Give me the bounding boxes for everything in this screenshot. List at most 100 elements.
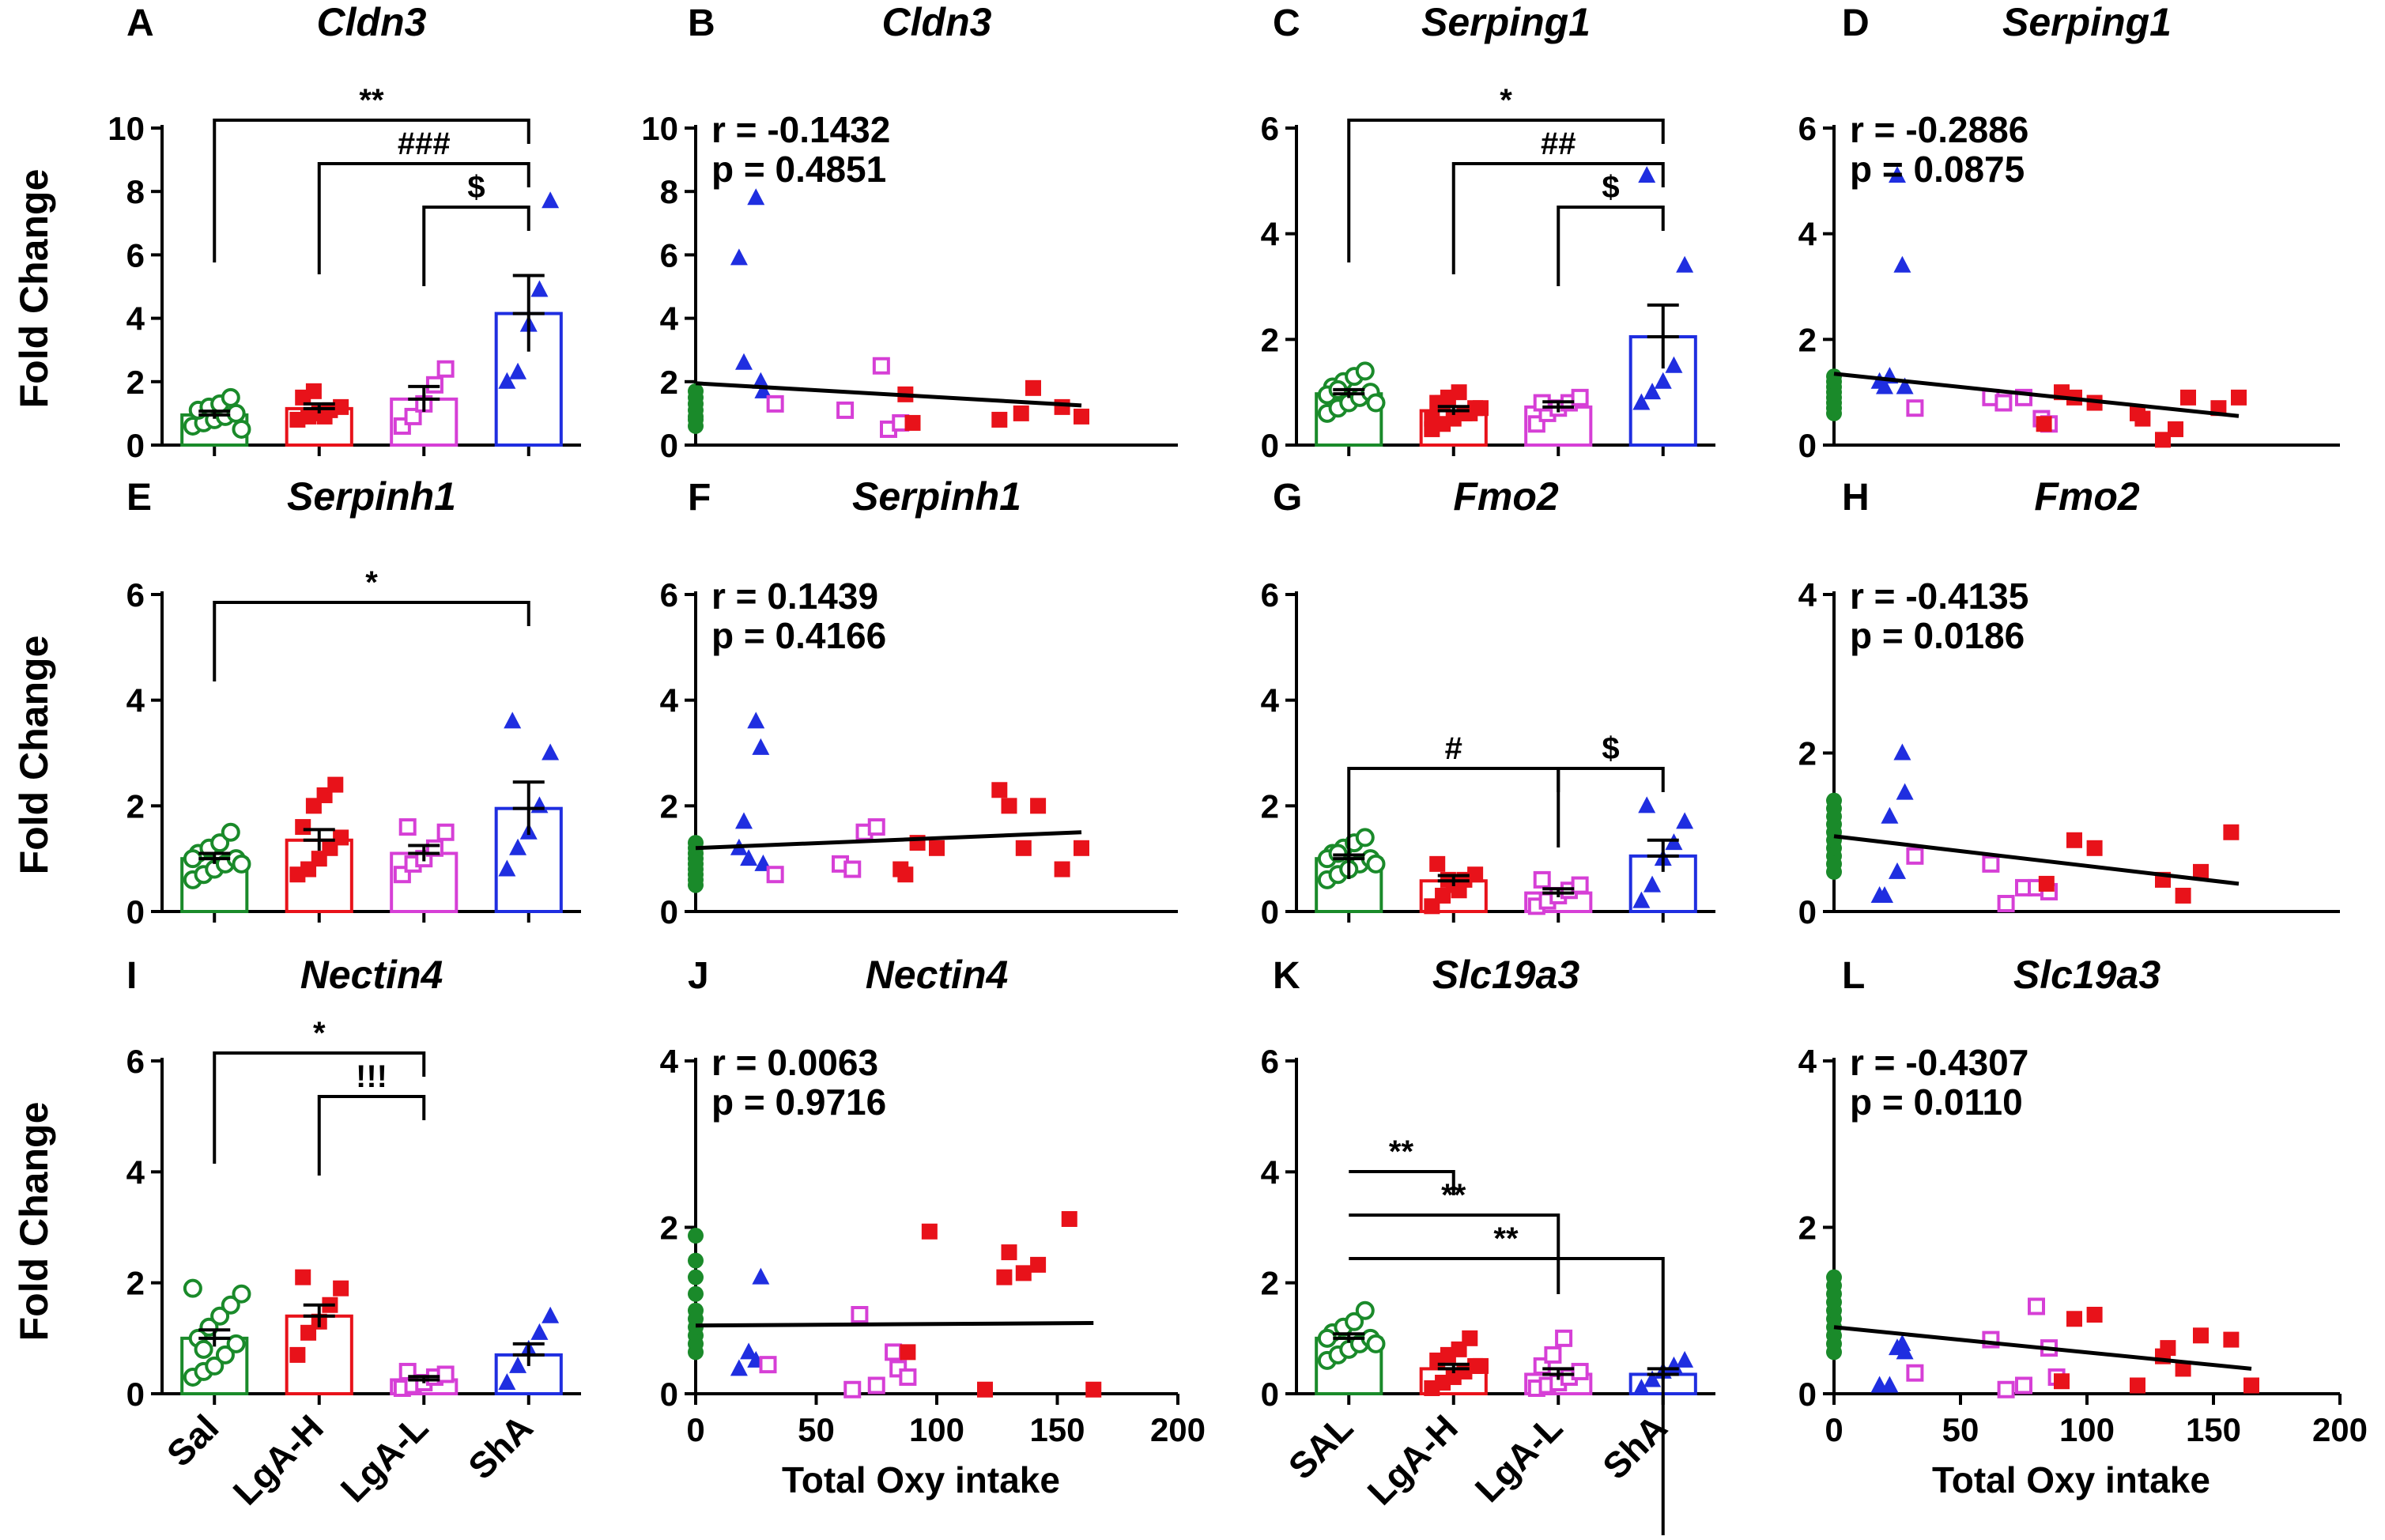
data-point-1 [1881,1376,1899,1393]
data-point-3 [747,711,765,729]
y-tick-label: 6 [1261,1043,1279,1080]
data-point-2 [977,1381,993,1398]
data-point-2 [2086,1307,2103,1323]
regression-line [695,381,1082,408]
significance-label: $ [467,170,485,205]
series-ShA [1870,166,1914,394]
data-point-8 [1085,1381,1102,1398]
data-point-3 [530,280,549,297]
significance-bracket [1349,1214,1560,1294]
data-point-7 [1451,384,1467,401]
y-tick-label: 0 [1261,1376,1279,1413]
data-point-5 [688,411,704,428]
data-point-4 [1676,812,1694,829]
panel-letter: H [1842,477,1870,519]
y-tick-label: 0 [1798,427,1817,464]
data-point-2 [851,1306,869,1324]
series-Sal [688,1228,704,1361]
panel-letter: B [688,2,715,44]
data-point-4 [1571,1362,1589,1380]
data-point-1 [735,812,753,829]
panel-J: J Nectin4 0 2 4 0 50 100 150 200 Total Oxy intake r… [660,953,1206,1500]
data-point-6 [305,383,322,399]
data-point-11 [1435,394,1451,411]
data-point-5 [1896,783,1914,800]
data-point-1 [509,362,527,379]
data-point-2 [872,357,890,375]
y-tick-label: 4 [1261,682,1280,719]
data-point-5 [295,819,311,836]
series-Sal [1826,368,1842,421]
data-point-1 [897,866,914,883]
data-point-4 [436,823,455,841]
y-tick-label: 6 [126,236,145,274]
data-point-3 [1889,862,1906,879]
y-tick-label: 4 [660,1043,679,1080]
data-point-6 [688,1252,704,1269]
data-point-4 [2028,1297,2045,1315]
category-label: LgA-H [225,1406,330,1512]
panel-L: L Slc19a3 0 2 4 0 50 100 150 200 Total Oxy intake r… [1798,953,2368,1500]
regression-line [695,1321,1094,1328]
data-point-4 [1001,1244,1017,1261]
y-tick-label: 4 [126,682,145,719]
data-point-9 [1472,400,1489,417]
data-point-3 [215,1345,235,1364]
data-point-11 [194,1339,213,1359]
data-point-5 [295,1269,311,1285]
correlation-p: p = 0.0186 [1850,615,2025,656]
series-LgA-H [892,782,1089,883]
data-point-4 [333,1280,349,1297]
y-tick-label: 2 [660,364,678,401]
x-tick-label: 100 [909,1411,964,1448]
data-point-1 [740,1342,758,1360]
data-point-0 [289,1346,306,1363]
data-point-9 [1472,1357,1489,1374]
data-point-8 [1355,361,1375,381]
data-point-4 [1571,876,1589,894]
data-point-8 [688,1335,704,1352]
x-tick-label: 50 [1942,1411,1979,1448]
correlation-p: p = 0.4166 [711,615,886,656]
panel-letter: J [688,955,709,997]
y-tick-label: 10 [108,110,145,147]
data-point-1 [1643,383,1662,400]
data-point-3 [1889,166,1906,183]
data-point-8 [1826,1269,1842,1285]
y-tick-label: 8 [660,173,678,210]
data-point-4 [1676,1350,1694,1368]
data-point-10 [1317,1328,1337,1348]
data-point-8 [1054,861,1070,878]
data-point-4 [867,818,885,836]
data-point-6 [1074,408,1089,425]
y-tick-label: 0 [1798,893,1817,930]
series-ShA [1870,1334,1914,1393]
data-point-6 [1544,1346,1562,1364]
data-point-9 [232,1284,251,1304]
data-point-3 [929,840,945,856]
y-tick-label: 6 [1798,110,1817,147]
x-axis-label: Total Oxy intake [782,1459,1060,1500]
data-point-3 [2015,1376,2032,1395]
y-tick-label: 4 [660,682,679,719]
y-tick-label: 4 [1798,576,1817,613]
regression-line [695,830,1082,851]
data-point-3 [996,1269,1013,1285]
y-tick-label: 6 [660,576,678,613]
data-point-9 [232,419,251,439]
data-point-0 [1906,399,1924,417]
data-point-5 [1638,166,1656,183]
x-tick-label: 150 [2186,1411,2241,1448]
correlation-r: r = -0.1432 [711,109,890,150]
y-tick-label: 0 [126,1376,145,1413]
y-axis-label-row3: Fold Change [12,1102,56,1342]
data-point-7 [688,1228,704,1244]
panel-letter: C [1273,2,1300,44]
data-point-4 [1571,388,1589,406]
data-point-1 [509,838,527,855]
data-point-5 [1429,855,1446,872]
data-point-6 [1030,1256,1047,1273]
significance-label: # [1445,731,1462,766]
significance-label: ### [398,126,451,161]
